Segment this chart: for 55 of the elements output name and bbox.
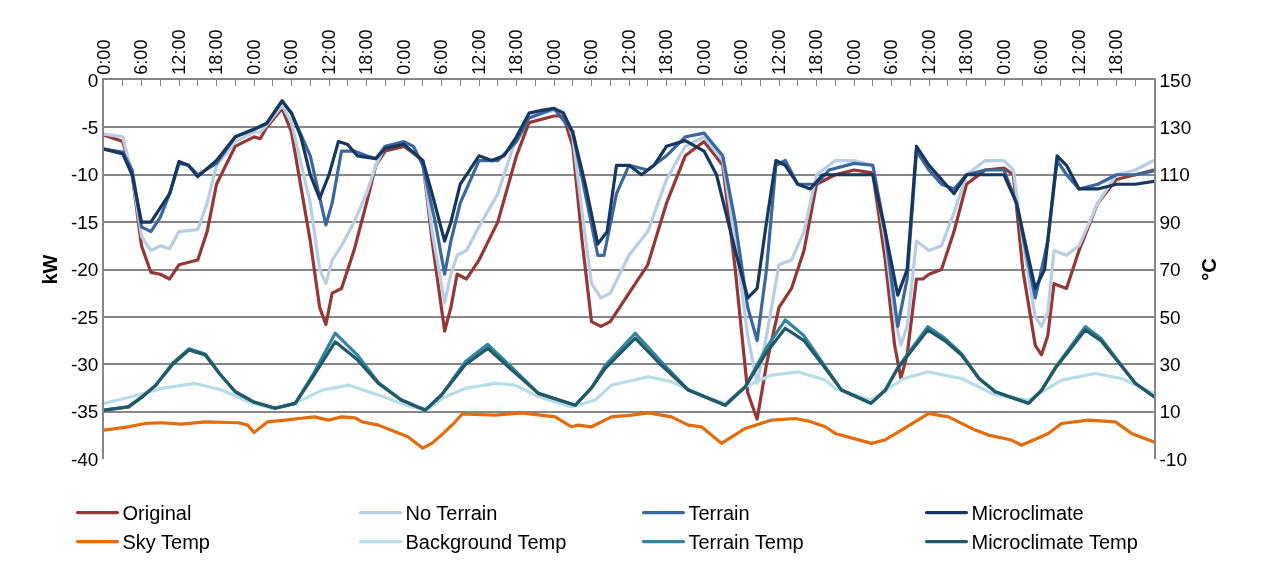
- legend-label: Microclimate Temp: [971, 531, 1138, 554]
- x-tick-label: 6:00: [581, 39, 602, 75]
- y2-tick-label: -10: [1159, 448, 1188, 470]
- y2-axis-title: °C: [1198, 258, 1221, 281]
- x-tick-label: 6:00: [281, 39, 302, 75]
- y2-tick-label: 90: [1159, 211, 1181, 233]
- x-tick-label: 18:00: [206, 29, 227, 75]
- y2-tick-label: 130: [1159, 117, 1192, 139]
- x-tick-label: 12:00: [918, 29, 939, 75]
- x-tick-label: 12:00: [468, 29, 489, 75]
- x-tick-label: 0:00: [843, 39, 864, 75]
- x-tick-label: 0:00: [93, 39, 114, 75]
- y2-tick-label: 10: [1159, 401, 1181, 423]
- x-tick-label: 18:00: [806, 29, 827, 75]
- x-tick-label: 6:00: [431, 39, 452, 75]
- y-tick-label: -10: [70, 164, 99, 186]
- y-tick-label: -15: [70, 211, 99, 233]
- x-tick-label: 6:00: [1031, 39, 1052, 75]
- y2-tick-label: 70: [1159, 259, 1181, 281]
- legend-label: Terrain Temp: [688, 531, 804, 554]
- y2-tick-label: 50: [1159, 306, 1181, 328]
- x-tick-label: 12:00: [768, 29, 789, 75]
- x-tick-label: 6:00: [881, 39, 902, 75]
- x-tick-label: 0:00: [993, 39, 1014, 75]
- x-tick-label: 6:00: [131, 39, 152, 75]
- y-tick-label: -25: [70, 306, 99, 328]
- x-tick-label: 18:00: [656, 29, 677, 75]
- y-tick-label: -20: [70, 259, 99, 281]
- y-tick-label: -5: [81, 117, 99, 139]
- y2-tick-label: 110: [1159, 164, 1190, 186]
- legend-label: Background Temp: [405, 531, 567, 554]
- y2-tick-label: 150: [1159, 69, 1192, 91]
- y-tick-label: -40: [70, 448, 99, 470]
- x-tick-label: 18:00: [1106, 29, 1127, 75]
- legend-label: Sky Temp: [122, 531, 210, 554]
- x-tick-label: 12:00: [168, 29, 189, 75]
- legend-label: Original: [122, 502, 192, 525]
- legend-label: No Terrain: [405, 502, 498, 525]
- x-tick-label: 0:00: [243, 39, 264, 75]
- y2-tick-label: 30: [1159, 353, 1181, 375]
- x-tick-label: 18:00: [956, 29, 977, 75]
- legend-label: Microclimate: [971, 502, 1084, 525]
- legend-label: Terrain: [688, 502, 750, 525]
- x-tick-label: 0:00: [693, 39, 714, 75]
- x-tick-label: 0:00: [543, 39, 564, 75]
- y-tick-label: -30: [70, 353, 99, 375]
- x-tick-label: 18:00: [506, 29, 527, 75]
- y-tick-label: -35: [70, 401, 99, 423]
- x-tick-label: 0:00: [393, 39, 414, 75]
- x-tick-label: 12:00: [618, 29, 639, 75]
- x-tick-label: 6:00: [731, 39, 752, 75]
- x-tick-label: 18:00: [356, 29, 377, 75]
- y-axis-title: kW: [38, 254, 61, 285]
- x-tick-label: 12:00: [318, 29, 339, 75]
- x-tick-label: 12:00: [1068, 29, 1089, 75]
